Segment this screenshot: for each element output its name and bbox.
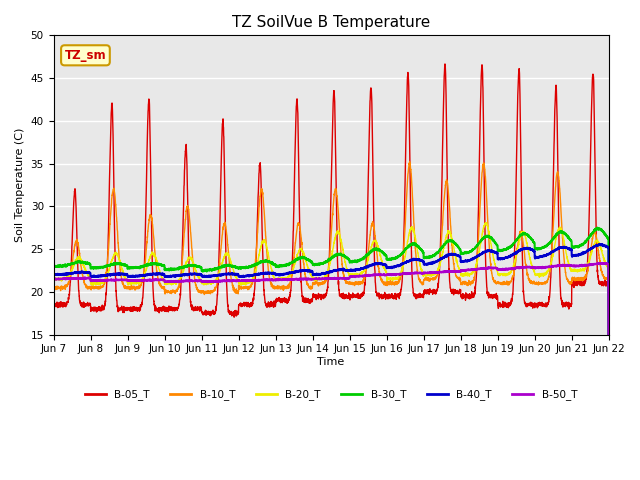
B-10_T <box>385 279 393 285</box>
B-10_T <box>395 279 403 285</box>
Line: B-50_T: B-50_T <box>54 263 609 463</box>
B-05_T <box>50 300 58 305</box>
B-30_T <box>168 266 176 272</box>
B-05_T <box>605 459 612 465</box>
B-10_T <box>50 284 58 290</box>
B-20_T <box>50 276 58 282</box>
B-20_T <box>604 264 612 270</box>
Y-axis label: Soil Temperature (C): Soil Temperature (C) <box>15 128 25 242</box>
B-20_T <box>385 276 393 282</box>
B-50_T <box>552 263 560 269</box>
B-30_T <box>50 264 58 269</box>
B-50_T <box>385 272 393 277</box>
B-05_T <box>441 61 449 67</box>
B-40_T <box>598 241 606 247</box>
B-40_T <box>552 247 560 252</box>
Line: B-05_T: B-05_T <box>54 64 609 462</box>
Legend: B-05_T, B-10_T, B-20_T, B-30_T, B-40_T, B-50_T: B-05_T, B-10_T, B-20_T, B-30_T, B-40_T, … <box>81 385 581 404</box>
B-10_T <box>552 179 560 185</box>
B-05_T <box>604 280 612 286</box>
B-20_T <box>482 220 490 226</box>
B-40_T <box>205 273 212 278</box>
B-40_T <box>168 273 176 279</box>
B-40_T <box>604 244 612 250</box>
B-05_T <box>385 294 393 300</box>
Line: B-30_T: B-30_T <box>54 228 609 463</box>
Text: TZ_sm: TZ_sm <box>65 49 106 62</box>
B-30_T <box>605 460 612 466</box>
B-50_T <box>168 279 176 285</box>
B-10_T <box>605 459 612 465</box>
B-05_T <box>205 308 212 314</box>
B-05_T <box>168 306 176 312</box>
B-20_T <box>552 236 560 241</box>
B-10_T <box>168 289 176 295</box>
B-40_T <box>395 263 403 269</box>
B-40_T <box>605 459 612 465</box>
B-30_T <box>552 232 560 238</box>
B-10_T <box>205 290 212 296</box>
Line: B-40_T: B-40_T <box>54 244 609 462</box>
B-50_T <box>50 276 58 282</box>
Title: TZ SoilVue B Temperature: TZ SoilVue B Temperature <box>232 15 430 30</box>
B-50_T <box>604 261 612 267</box>
Line: B-20_T: B-20_T <box>54 223 609 463</box>
B-20_T <box>605 460 612 466</box>
Line: B-10_T: B-10_T <box>54 161 609 462</box>
B-20_T <box>168 279 176 285</box>
B-30_T <box>604 236 612 242</box>
B-30_T <box>593 225 601 230</box>
B-30_T <box>395 253 403 259</box>
B-20_T <box>395 274 403 279</box>
B-50_T <box>594 260 602 266</box>
B-50_T <box>605 460 612 466</box>
B-50_T <box>395 271 403 277</box>
X-axis label: Time: Time <box>317 357 345 367</box>
B-05_T <box>552 82 560 88</box>
B-30_T <box>205 267 212 273</box>
B-50_T <box>205 278 212 284</box>
B-10_T <box>604 276 612 282</box>
B-40_T <box>50 272 58 278</box>
B-20_T <box>205 280 212 286</box>
B-30_T <box>385 257 393 263</box>
B-10_T <box>406 158 413 164</box>
B-40_T <box>385 264 393 270</box>
B-05_T <box>395 292 403 298</box>
